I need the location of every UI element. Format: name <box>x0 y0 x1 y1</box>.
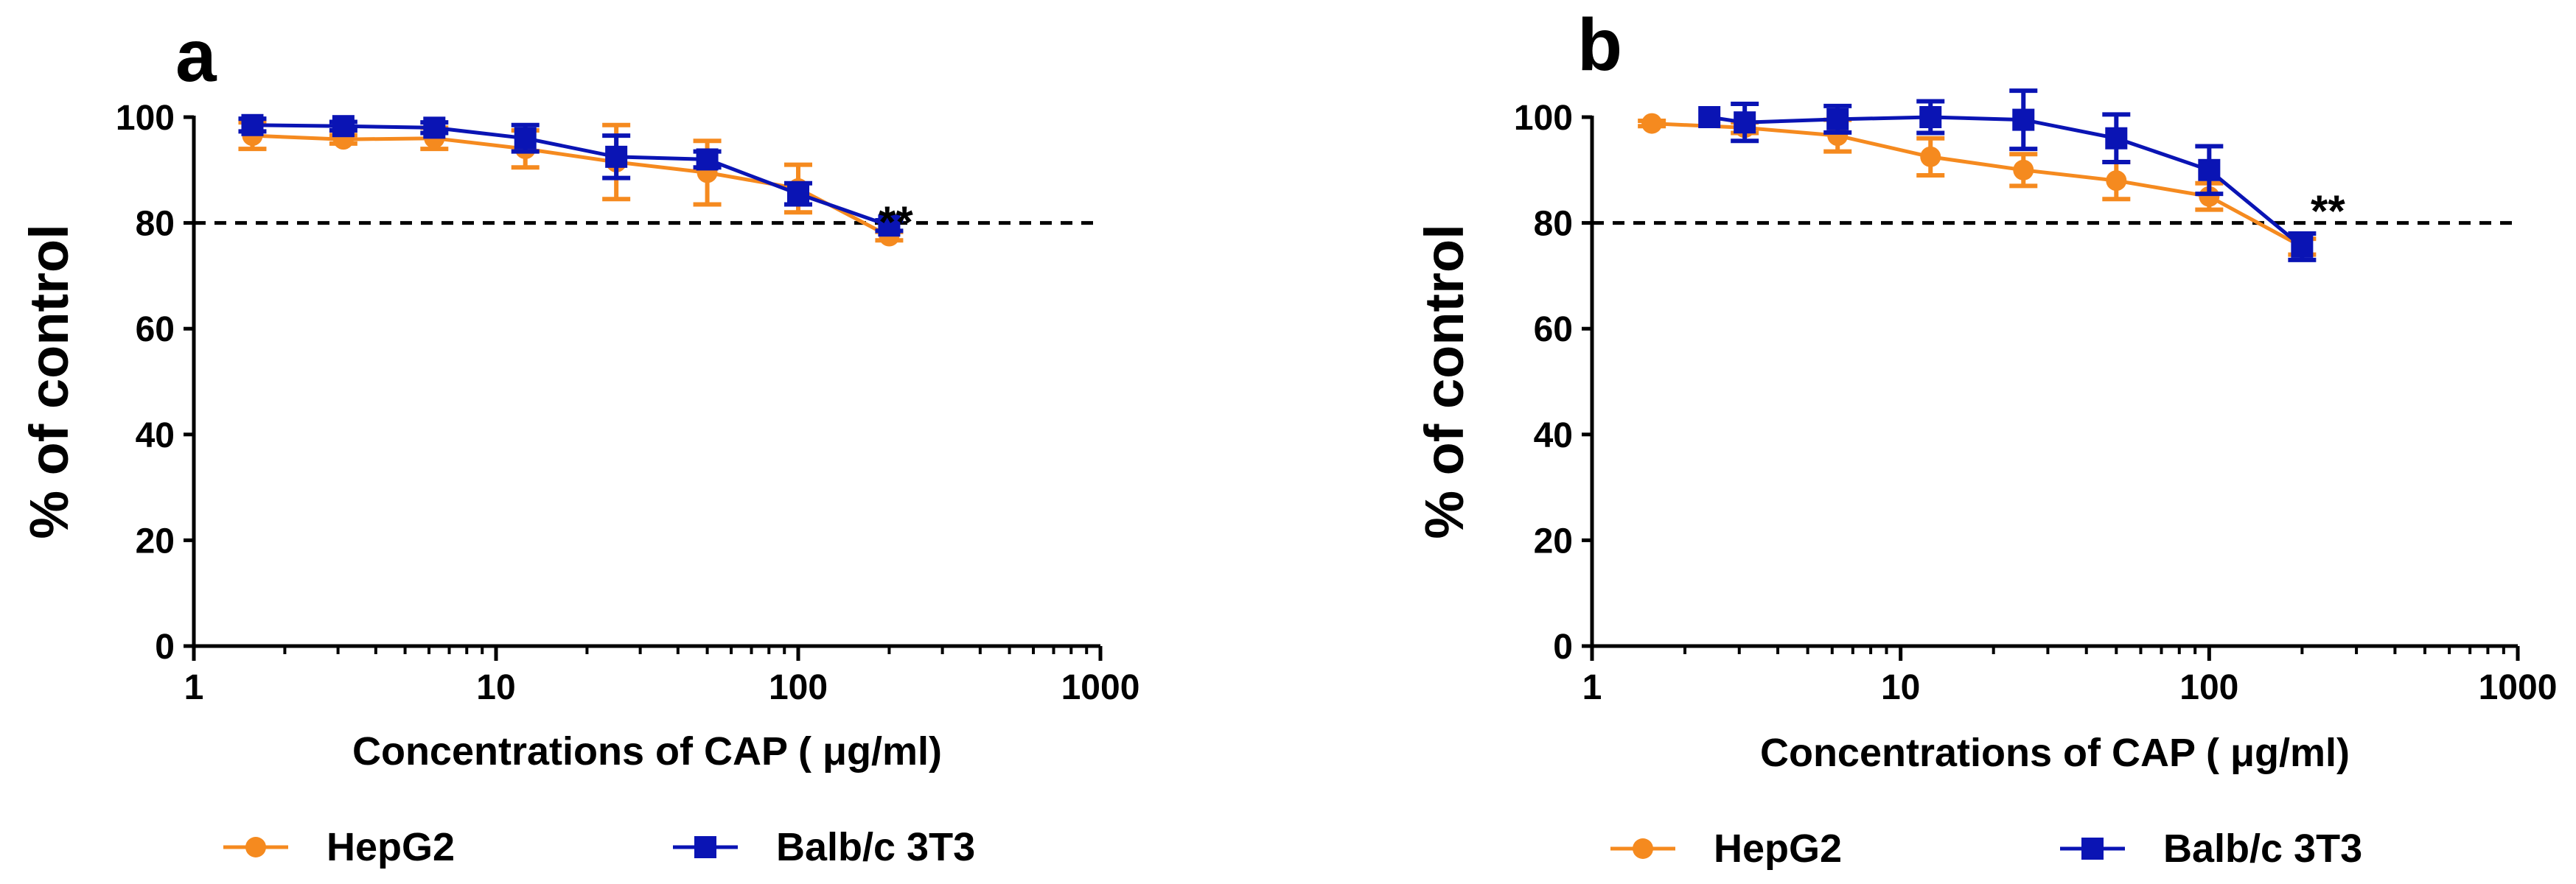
data-point <box>2199 186 2220 207</box>
x-tick-label: 1 <box>184 668 204 707</box>
y-tick-label: 0 <box>155 628 175 667</box>
x-tick-label: 1000 <box>1061 668 1140 707</box>
x-tick-label: 10 <box>1881 668 1920 707</box>
series-line <box>1651 122 2303 249</box>
data-point <box>2198 158 2221 181</box>
data-point <box>2013 159 2034 180</box>
data-point <box>1920 146 1941 167</box>
data-point <box>2291 235 2314 258</box>
y-tick-label: 100 <box>1514 99 1573 138</box>
x-axis-title: Concentrations of CAP ( μg/ml) <box>1760 731 2350 775</box>
data-point <box>878 214 901 237</box>
series-hepg2 <box>1638 113 2317 257</box>
y-tick-label: 60 <box>136 310 175 349</box>
legend-marker <box>1633 838 1653 859</box>
legend-label: Balb/c 3T3 <box>776 825 975 869</box>
y-tick-label: 40 <box>1534 416 1573 455</box>
significance-annotation: ** <box>2311 186 2345 236</box>
data-point <box>1826 108 1849 130</box>
data-point <box>2106 170 2127 192</box>
x-axis-title: Concentrations of CAP ( μg/ml) <box>352 729 942 774</box>
data-point <box>605 145 628 168</box>
x-tick-label: 100 <box>2179 668 2238 707</box>
series-line <box>252 123 890 228</box>
data-point <box>2012 108 2035 131</box>
series-line <box>252 133 890 238</box>
x-tick-label: 1000 <box>2479 668 2558 707</box>
legend: HepG2 Balb/c 3T3 <box>223 825 975 869</box>
panel-letter: a <box>175 15 217 97</box>
y-tick-label: 20 <box>136 522 175 561</box>
x-tick-label: 100 <box>769 668 828 707</box>
series-line <box>1708 115 2303 248</box>
chart-panel-a: a 0 20 40 60 80 100 1 10 100 1000 Concentrations of… <box>18 15 1139 869</box>
legend-marker <box>694 836 716 858</box>
y-tick-label: 60 <box>1534 310 1573 349</box>
data-point <box>1734 111 1756 134</box>
data-point <box>1698 106 1721 128</box>
y-tick-label: 20 <box>1534 522 1573 561</box>
panel-letter: b <box>1577 4 1622 86</box>
data-point <box>423 116 446 139</box>
y-tick-label: 100 <box>116 99 175 138</box>
legend-marker <box>245 837 266 857</box>
data-point <box>787 183 809 206</box>
series-balb-c-3t3 <box>238 113 904 237</box>
legend-label: Balb/c 3T3 <box>2163 827 2362 871</box>
data-point <box>2105 127 2128 150</box>
y-axis-title: % of control <box>1414 224 1475 539</box>
x-tick-label: 1 <box>1582 668 1602 707</box>
y-tick-label: 80 <box>1534 205 1573 244</box>
y-tick-label: 0 <box>1553 628 1573 667</box>
y-axis-title: % of control <box>18 224 80 539</box>
y-tick-label: 40 <box>136 416 175 455</box>
significance-annotation: ** <box>879 197 913 247</box>
legend: HepG2 Balb/c 3T3 <box>1610 827 2362 871</box>
data-point <box>241 113 264 136</box>
series-balb-c-3t3 <box>1698 88 2317 262</box>
data-point <box>332 115 355 138</box>
chart-panel-b: b 0 20 40 60 80 100 1 10 100 1000 Concentrations of… <box>1414 4 2557 871</box>
data-point <box>514 127 537 150</box>
data-point <box>696 148 719 171</box>
legend-marker <box>2081 838 2104 860</box>
data-point <box>1919 106 1942 128</box>
data-point <box>1641 113 1663 134</box>
legend-label: HepG2 <box>327 825 455 869</box>
legend-label: HepG2 <box>1714 827 1842 871</box>
x-tick-label: 10 <box>476 668 515 707</box>
y-tick-label: 80 <box>136 205 175 244</box>
